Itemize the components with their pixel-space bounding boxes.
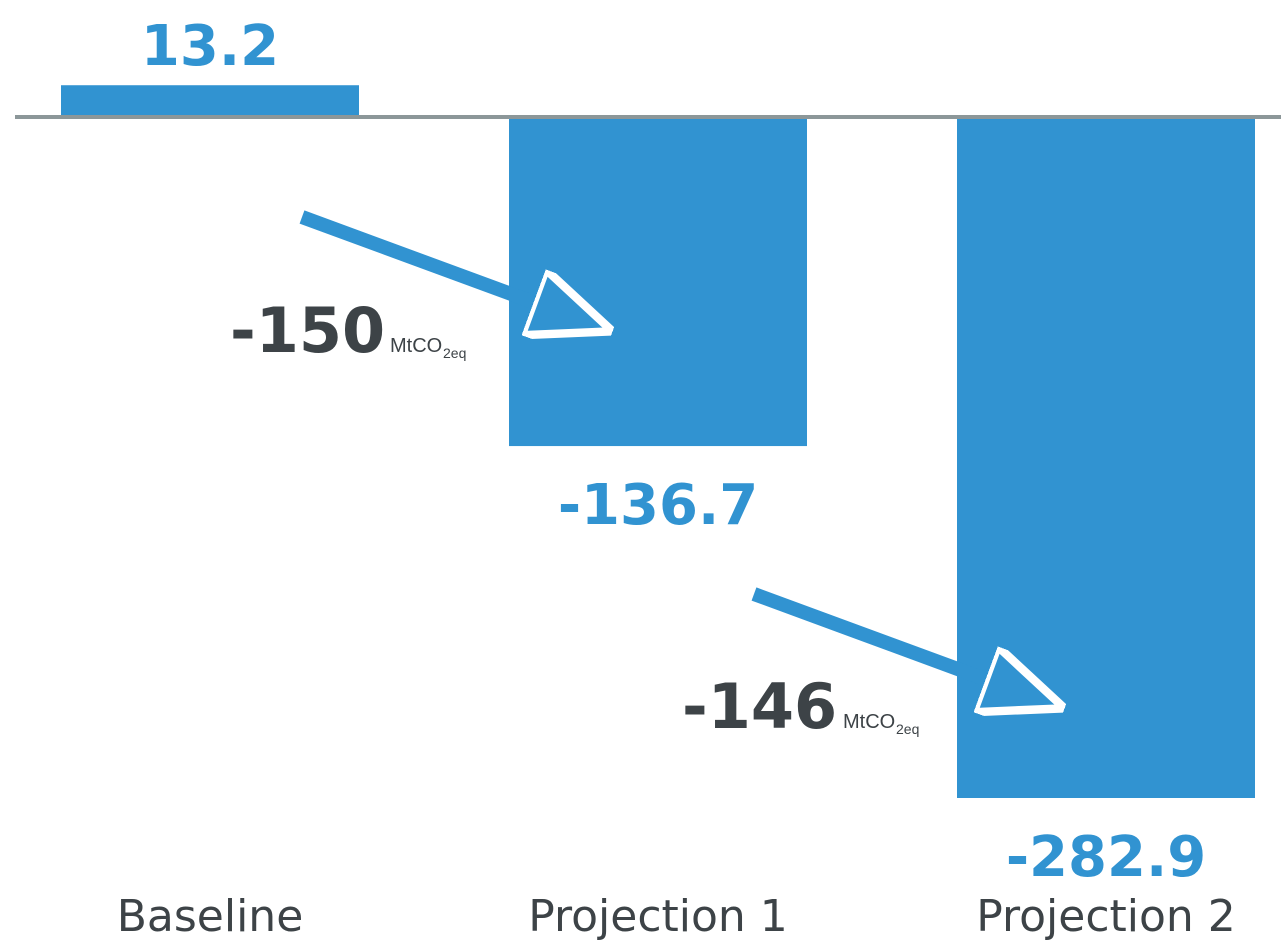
labels-group: 13.2 Baseline -136.7 Projection 1 -282.9Proj… xyxy=(117,14,1236,941)
category-label-projection-1: Projection 1 xyxy=(528,891,788,941)
category-label-projection-2: Projection 2 xyxy=(976,891,1236,941)
bar-projection-1 xyxy=(509,117,807,447)
delta-value-1: -150 xyxy=(230,294,385,367)
bar-baseline xyxy=(61,85,359,117)
delta-unit-2: MtCO xyxy=(843,711,895,733)
delta-arrow-icon xyxy=(751,587,1012,689)
value-label-projection-1: -136.7 xyxy=(558,473,758,538)
delta-unit-subscript-1: 2eq xyxy=(443,345,466,361)
delta-unit-subscript-2: 2eq xyxy=(896,721,919,737)
arrows-group xyxy=(299,210,1012,689)
value-label-projection-2: -282.9 xyxy=(1006,825,1206,890)
delta-unit-1: MtCO xyxy=(390,335,442,357)
value-label-baseline: 13.2 xyxy=(141,14,279,79)
bar-projection-2 xyxy=(957,117,1255,798)
category-label-baseline: Baseline xyxy=(117,891,304,941)
bars-group xyxy=(61,85,1255,798)
delta-value-2: -146 xyxy=(682,670,837,743)
delta-arrow-icon xyxy=(299,210,560,312)
